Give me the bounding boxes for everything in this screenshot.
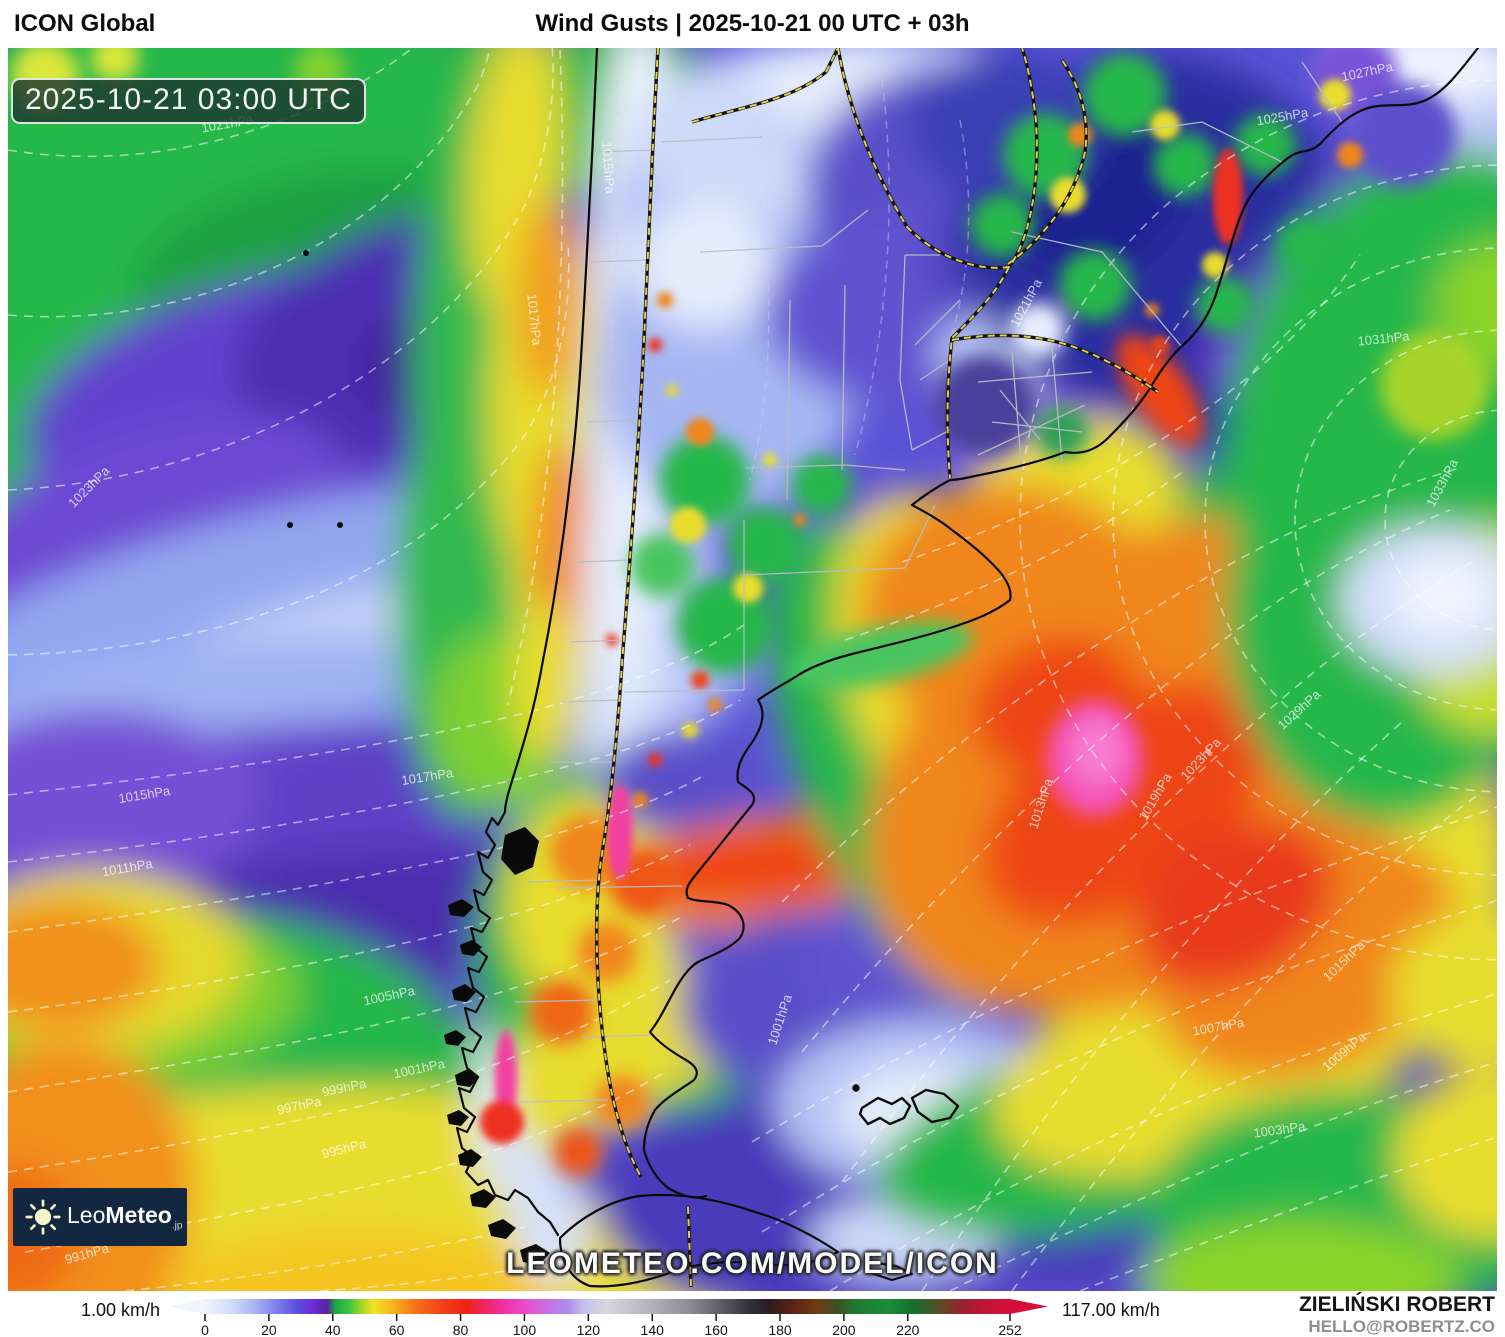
svg-text:20: 20: [261, 1322, 277, 1337]
color-scale: 0 20 40 60 80 100 120 140 160 180 200 220 252: [168, 1299, 1048, 1337]
header-bar: ICON Global Wind Gusts | 2025-10-21 00 U…: [0, 0, 1505, 48]
svg-text:1017hPa: 1017hPa: [524, 293, 544, 347]
timestamp-badge: 2025-10-21 03:00 UTC: [11, 78, 366, 124]
country-borders-dash: [595, 48, 1159, 1288]
svg-text:1015hPa: 1015hPa: [599, 141, 618, 195]
svg-text:60: 60: [389, 1322, 405, 1337]
svg-text:80: 80: [453, 1322, 469, 1337]
isobar-lines: [8, 48, 1497, 1291]
wind-field-patches: [11, 48, 1490, 1176]
patagonia-islands: [287, 250, 550, 1265]
svg-text:100: 100: [513, 1322, 537, 1337]
author-contact: HELLO@ROBERTZ.CO: [1308, 1317, 1495, 1337]
svg-text:40: 40: [325, 1322, 341, 1337]
svg-text:180: 180: [768, 1322, 792, 1337]
legend-max-value: 117.00 km/h: [1062, 1300, 1160, 1320]
wind-field-speckles: [480, 79, 1363, 1144]
watermark-url: LEOMETEO.COM/MODEL/ICON: [506, 1247, 999, 1280]
svg-text:1003hPa: 1003hPa: [1253, 1118, 1307, 1140]
page-title: Wind Gusts | 2025-10-21 00 UTC + 03h: [535, 10, 970, 37]
logo-wordmark: LeoMeteo.jp: [67, 1202, 183, 1232]
isobar-lines-land: [591, 51, 970, 521]
scale-arrow-right: [1010, 1299, 1048, 1314]
svg-text:200: 200: [832, 1322, 856, 1337]
map-area: 1021hPa1023hPa1017hPa1015hPa1017hPa1015h…: [8, 48, 1497, 1291]
scale-gradient-bar: [205, 1299, 1010, 1314]
author-name: ZIELIŃSKI ROBERT: [1298, 1293, 1495, 1316]
wind-field-blobs: [8, 48, 1497, 1291]
svg-text:120: 120: [577, 1322, 601, 1337]
scale-ticks: 0 20 40 60 80 100 120 140 160 180 200 220 252: [201, 1314, 1022, 1337]
svg-text:220: 220: [896, 1322, 920, 1337]
coastline: [455, 48, 1480, 1288]
svg-text:1031hPa: 1031hPa: [1357, 328, 1411, 348]
province-borders: [514, 61, 1343, 1103]
leometeo-logo: LeoMeteo.jp: [13, 1188, 187, 1246]
legend-bar: 1.00 km/h 0 20 40 60 80 100 120 140 160 180 200 220…: [0, 1291, 1505, 1337]
model-name: ICON Global: [14, 10, 156, 37]
sun-icon: [25, 1199, 61, 1235]
svg-text:160: 160: [704, 1322, 728, 1337]
legend-min-value: 1.00 km/h: [80, 1300, 160, 1320]
svg-text:0: 0: [201, 1322, 209, 1337]
falkland-islands: [852, 1084, 960, 1126]
svg-text:252: 252: [998, 1322, 1022, 1337]
svg-text:140: 140: [641, 1322, 665, 1337]
scale-arrow-left: [168, 1299, 205, 1314]
wind-gust-map: 1021hPa1023hPa1017hPa1015hPa1017hPa1015h…: [8, 48, 1497, 1291]
credits-block: ZIELIŃSKI ROBERT HELLO@ROBERTZ.CO: [1299, 1293, 1495, 1337]
